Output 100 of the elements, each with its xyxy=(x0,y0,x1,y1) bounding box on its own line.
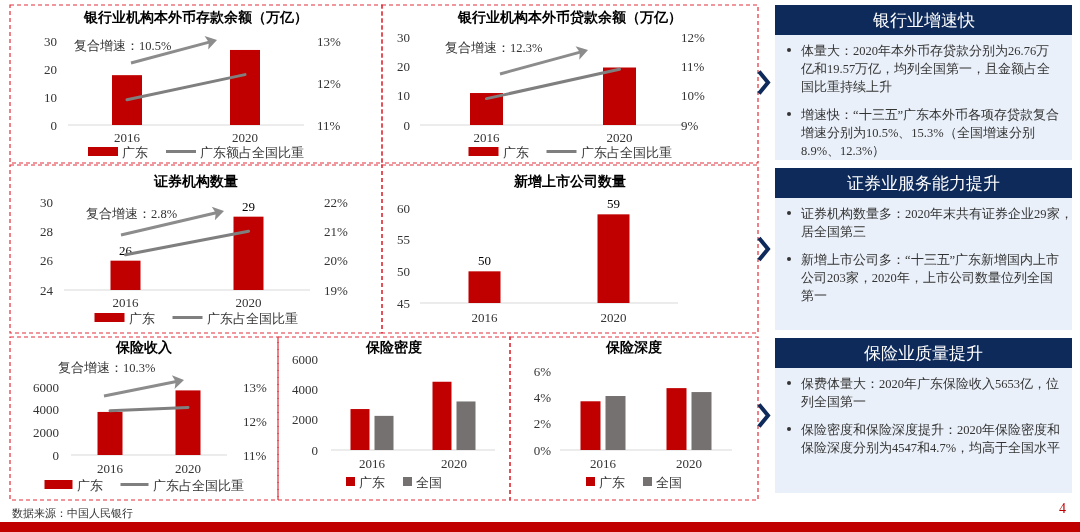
y2-tick-label: 11% xyxy=(317,117,341,133)
text: 证券业服务能力提升 xyxy=(847,174,1000,193)
x-tick-label: 2020 xyxy=(600,310,627,325)
annotation: 复合增速：10.5% xyxy=(74,39,172,53)
annotation: 复合增速：12.3% xyxy=(445,41,543,55)
text: 体量大：2020年本外币存贷款分别为26.76万亿和19.57万亿，均列全国第一，且金额占全国比重持续上升 xyxy=(800,44,1051,94)
y2-tick-label: 20% xyxy=(324,253,348,269)
text: 复合增速：10.3% xyxy=(58,361,156,375)
text: 保费体量大：2020年广东保险收入5653亿，位列全国第一 xyxy=(801,377,1059,409)
legend-label: 广东占全国比重 xyxy=(580,145,672,160)
y-tick-label: 10 xyxy=(397,88,410,104)
x-tick-label: 2016 xyxy=(114,130,141,145)
chart-title: 保险深度 xyxy=(605,339,662,355)
legend-label: 广东 xyxy=(122,145,148,160)
y-tick-label: 0 xyxy=(50,117,57,133)
y-tick-label: 28 xyxy=(40,223,53,239)
bar xyxy=(580,401,601,450)
bar xyxy=(456,401,476,450)
x-tick-label: 2020 xyxy=(175,461,201,476)
y-tick-label: 2000 xyxy=(292,412,318,428)
y-tick-label: 0 xyxy=(403,117,410,133)
y-tick-label: 30 xyxy=(40,194,53,210)
chart-title: 保险收入 xyxy=(115,340,173,355)
y-tick-label: 45 xyxy=(397,295,410,311)
bar xyxy=(691,392,712,450)
annotation: 复合增速：2.8% xyxy=(86,207,178,221)
y2-tick-label: 13% xyxy=(317,33,341,49)
x-tick-label: 2016 xyxy=(473,130,500,145)
y-tick-label: 6000 xyxy=(33,379,59,395)
bar xyxy=(432,381,452,450)
bar xyxy=(666,388,687,450)
y-tick-label: 24 xyxy=(40,282,54,298)
y2-tick-label: 10% xyxy=(681,88,705,104)
legend-label: 广东占全国比重 xyxy=(206,311,298,326)
legend-label: 广东 xyxy=(76,478,103,493)
text: 银行业增速快 xyxy=(871,11,975,30)
data-label: 59 xyxy=(607,196,620,212)
legend-label: 广东额占全国比重 xyxy=(200,145,304,160)
bar xyxy=(605,396,626,450)
x-tick-label: 2016 xyxy=(97,461,124,476)
y2-tick-label: 12% xyxy=(681,29,705,45)
y-tick-label: 2% xyxy=(533,416,552,432)
y2-tick-label: 21% xyxy=(324,223,348,239)
legend-label: 广东 xyxy=(128,311,155,326)
text: 4 xyxy=(1059,501,1066,516)
y-tick-label: 30 xyxy=(397,29,410,45)
x-tick-label: 2020 xyxy=(676,456,702,471)
y-tick-label: 4000 xyxy=(33,402,59,418)
y2-tick-label: 11% xyxy=(681,58,705,74)
x-tick-label: 2016 xyxy=(471,310,498,325)
y-tick-label: 0 xyxy=(52,447,59,463)
chart-title: 新增上市公司数量 xyxy=(513,173,626,189)
text: 增速快：“十三五”广东本外币各项存贷款复合增速分别为10.5%、15.3%（全国增速分别8.9%、12.3%） xyxy=(800,108,1060,158)
legend-label: 广东占全国比重 xyxy=(152,478,244,493)
x-tick-label: 2020 xyxy=(235,295,262,310)
y2-tick-label: 11% xyxy=(243,447,267,463)
text: 新增上市公司多：“十三五”广东新增国内上市公司203家，2020年，上市公司数量位列全国第一 xyxy=(801,253,1060,303)
y2-tick-label: 9% xyxy=(681,117,699,133)
legend-label: 广东 xyxy=(502,145,529,160)
legend-label: 广东 xyxy=(599,475,625,490)
y-tick-label: 20 xyxy=(397,58,410,74)
text: 保险密度和保险深度提升：2020年保险密度和保险深度分别为4547和4.7%，均高于全国水平 xyxy=(801,422,1061,455)
y-tick-label: 0% xyxy=(533,442,552,458)
x-tick-label: 2016 xyxy=(590,456,617,471)
x-tick-label: 2020 xyxy=(232,130,258,145)
text: 证券机构数量多：2020年末共有证券企业29家，居全国第三 xyxy=(801,206,1073,239)
bar xyxy=(350,409,370,450)
y-tick-label: 26 xyxy=(40,253,54,269)
y-tick-label: 4% xyxy=(533,389,552,405)
y-tick-label: 20 xyxy=(44,61,57,77)
y-tick-label: 4000 xyxy=(292,381,318,397)
legend-label: 广东 xyxy=(359,475,385,490)
y-tick-label: 10 xyxy=(44,89,57,105)
y-tick-label: 0 xyxy=(311,442,318,458)
chart-title: 银行业机构本外币贷款余额（万亿） xyxy=(457,9,682,25)
y-tick-label: 6% xyxy=(533,363,552,379)
chart-title: 银行业机构本外币存款余额（万亿） xyxy=(83,9,308,25)
y-tick-label: 30 xyxy=(44,33,57,49)
data-label: 50 xyxy=(478,253,491,269)
y2-tick-label: 22% xyxy=(324,194,348,210)
y-tick-label: 50 xyxy=(397,263,410,279)
y2-tick-label: 19% xyxy=(324,282,348,298)
x-tick-label: 2020 xyxy=(441,456,467,471)
x-tick-label: 2020 xyxy=(606,130,633,145)
chart-title: 证券机构数量 xyxy=(153,174,238,189)
bar xyxy=(374,415,394,450)
y-tick-label: 60 xyxy=(397,200,410,216)
legend-label: 全国 xyxy=(656,475,682,490)
chart-title: 保险密度 xyxy=(365,339,422,355)
text: 保险业质量提升 xyxy=(864,344,983,363)
y-tick-label: 55 xyxy=(397,232,410,248)
data-label: 29 xyxy=(242,198,255,214)
source-note: 数据来源：中国人民银行 xyxy=(12,507,133,519)
y-tick-label: 6000 xyxy=(292,351,318,367)
y-tick-label: 2000 xyxy=(33,424,59,440)
x-tick-label: 2016 xyxy=(359,456,386,471)
y2-tick-label: 13% xyxy=(243,379,267,395)
x-tick-label: 2016 xyxy=(112,295,139,310)
y2-tick-label: 12% xyxy=(243,413,267,429)
legend-label: 全国 xyxy=(416,475,442,490)
